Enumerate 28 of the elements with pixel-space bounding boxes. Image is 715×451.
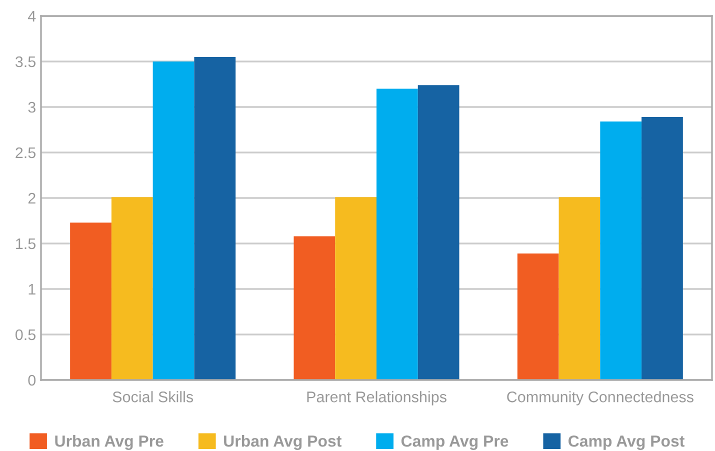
x-tick-label: Parent Relationships xyxy=(307,391,446,406)
y-tick-label: 2 xyxy=(28,192,36,204)
bar xyxy=(642,117,683,380)
x-tick-label: Community Connectedness xyxy=(507,391,694,406)
y-tick-label: 3 xyxy=(28,102,36,113)
y-tick-label: 3.5 xyxy=(15,56,36,68)
y-tick-label: 0 xyxy=(28,374,36,386)
legend-label: Camp Avg Pre xyxy=(401,435,508,450)
bar xyxy=(194,56,236,380)
y-tick-label: 1 xyxy=(28,284,36,295)
legend-label: Urban Avg Post xyxy=(224,435,342,450)
y-tick-label: 1.5 xyxy=(16,238,36,250)
x-tick-label: Social Skills xyxy=(112,391,194,402)
y-tick-label: 0.5 xyxy=(16,329,36,340)
bar xyxy=(558,197,600,380)
bar xyxy=(294,236,336,380)
bar xyxy=(517,254,559,380)
bar xyxy=(376,88,418,380)
bar xyxy=(111,197,153,380)
y-tick-label: 2.5 xyxy=(16,147,36,158)
legend-label: Urban Avg Pre xyxy=(55,435,164,450)
bar xyxy=(152,62,194,380)
bar xyxy=(600,122,642,380)
bar xyxy=(335,197,376,380)
bar xyxy=(418,85,460,380)
bar xyxy=(70,222,112,380)
y-tick-label: 4 xyxy=(28,11,36,22)
legend-label: Camp Avg Post xyxy=(568,435,685,450)
